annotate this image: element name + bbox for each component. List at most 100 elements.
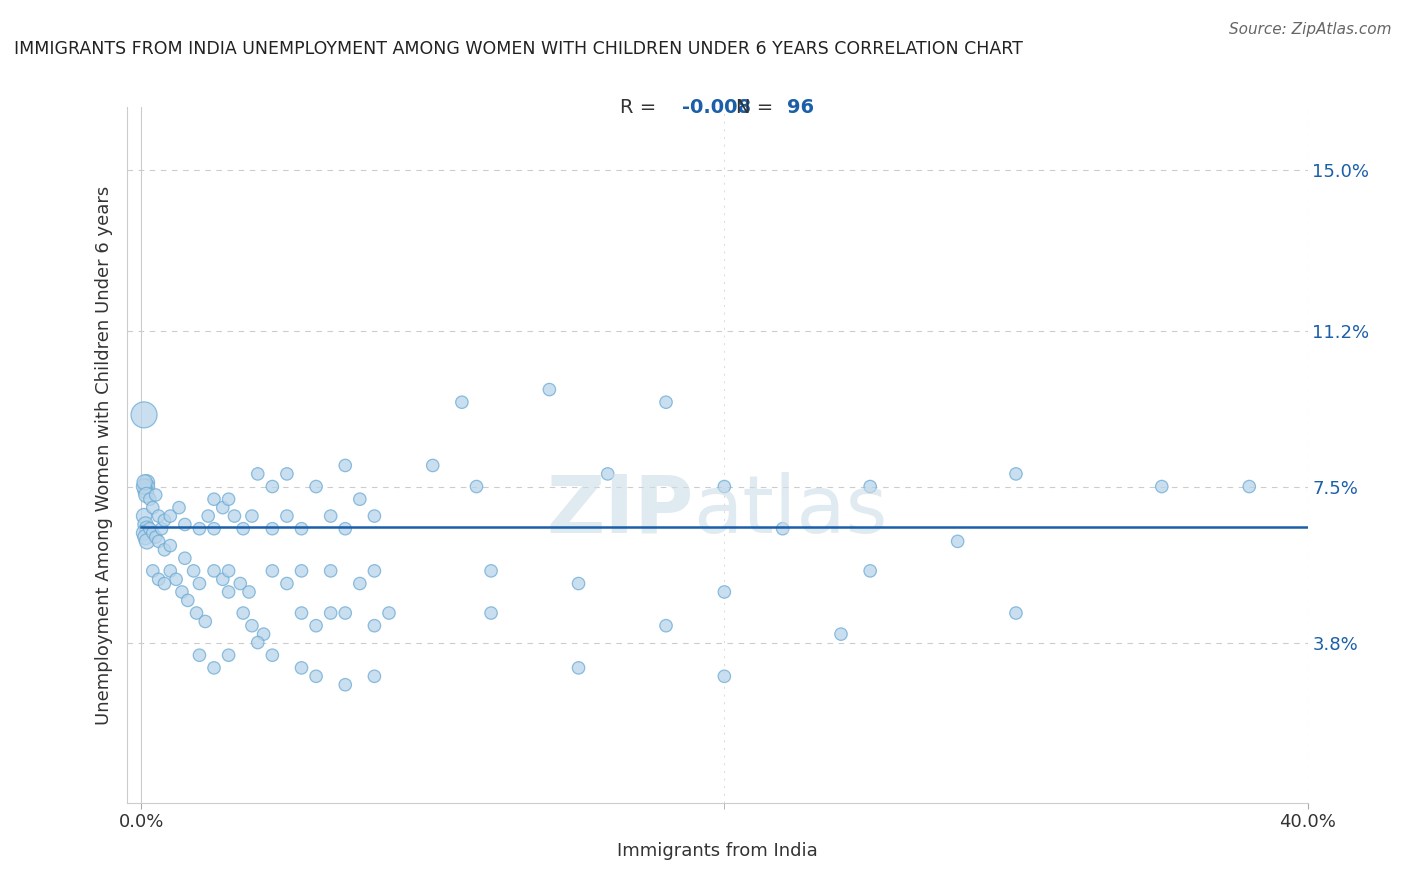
Text: N =: N = [735, 97, 773, 117]
Point [142, 500, 165, 515]
Point [229, 576, 252, 591]
Point [202, 492, 225, 507]
Text: R =: R = [620, 97, 655, 117]
Point [290, 564, 312, 578]
Point [145, 488, 167, 502]
Point [262, 479, 284, 493]
Point [188, 648, 211, 663]
Point [173, 551, 195, 566]
Y-axis label: Unemployment Among Women with Children Under 6 years: Unemployment Among Women with Children U… [94, 186, 112, 724]
Point [173, 517, 195, 532]
Point [134, 530, 156, 544]
Point [188, 522, 211, 536]
Point [363, 669, 385, 683]
Text: -0.008: -0.008 [682, 97, 751, 117]
Point [159, 539, 181, 553]
Point [240, 509, 263, 524]
Point [276, 576, 298, 591]
Point [349, 492, 371, 507]
Text: 96: 96 [787, 97, 814, 117]
Point [305, 618, 328, 632]
Point [202, 661, 225, 675]
Point [319, 509, 342, 524]
Point [335, 606, 357, 620]
Point [188, 576, 211, 591]
Point [170, 585, 193, 599]
Point [150, 522, 173, 536]
Point [363, 509, 385, 524]
Point [772, 522, 794, 536]
Point [1150, 479, 1173, 493]
Point [479, 564, 502, 578]
Point [713, 479, 735, 493]
Point [142, 564, 165, 578]
Point [1005, 606, 1028, 620]
Point [136, 534, 159, 549]
Point [655, 395, 678, 409]
Point [252, 627, 274, 641]
Point [335, 678, 357, 692]
Point [276, 467, 298, 481]
Point [145, 530, 167, 544]
Point [305, 669, 328, 683]
Point [165, 572, 187, 586]
Point [713, 585, 735, 599]
Point [167, 500, 190, 515]
X-axis label: Immigrants from India: Immigrants from India [617, 842, 817, 860]
Point [186, 606, 208, 620]
Point [148, 534, 170, 549]
Point [655, 618, 678, 632]
Point [262, 522, 284, 536]
Point [139, 492, 162, 507]
Point [136, 475, 159, 490]
Point [139, 522, 162, 536]
Point [319, 564, 342, 578]
Point [142, 525, 165, 540]
Point [153, 576, 176, 591]
Point [136, 522, 159, 536]
Point [262, 648, 284, 663]
Point [218, 585, 240, 599]
Point [134, 475, 156, 490]
Point [1005, 467, 1028, 481]
Point [159, 509, 181, 524]
Point [218, 564, 240, 578]
Point [422, 458, 444, 473]
Point [946, 534, 969, 549]
Text: ZIP: ZIP [546, 472, 693, 549]
Point [451, 395, 474, 409]
Point [132, 479, 155, 493]
Point [148, 509, 170, 524]
Point [1239, 479, 1261, 493]
Point [177, 593, 200, 607]
Point [132, 509, 155, 524]
Point [159, 564, 181, 578]
Point [153, 542, 176, 557]
Point [335, 458, 357, 473]
Point [211, 500, 233, 515]
Point [238, 585, 260, 599]
Point [194, 615, 217, 629]
Point [349, 576, 371, 591]
Point [319, 606, 342, 620]
Point [197, 509, 219, 524]
Point [276, 509, 298, 524]
Point [567, 576, 589, 591]
Text: atlas: atlas [693, 472, 887, 549]
Point [211, 572, 233, 586]
Point [262, 564, 284, 578]
Point [136, 479, 159, 493]
Point [132, 525, 155, 540]
Point [202, 564, 225, 578]
Point [153, 513, 176, 527]
Point [183, 564, 205, 578]
Point [713, 669, 735, 683]
Point [290, 606, 312, 620]
Point [134, 483, 156, 498]
Point [335, 522, 357, 536]
Point [538, 383, 561, 397]
Text: Source: ZipAtlas.com: Source: ZipAtlas.com [1229, 22, 1392, 37]
Point [378, 606, 401, 620]
Point [246, 467, 269, 481]
Point [859, 479, 882, 493]
